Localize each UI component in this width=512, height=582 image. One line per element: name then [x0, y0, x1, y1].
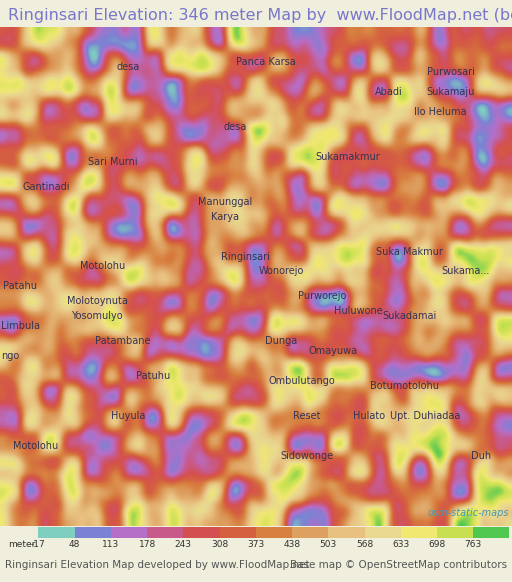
Text: Ombulutango: Ombulutango	[269, 376, 335, 386]
Text: Yosomulyo: Yosomulyo	[72, 311, 123, 321]
Text: Base map © OpenStreetMap contributors: Base map © OpenStreetMap contributors	[290, 559, 507, 570]
Text: Upt. Duhiadaa: Upt. Duhiadaa	[390, 411, 460, 421]
Text: Abadi: Abadi	[375, 87, 403, 97]
Text: Dunga: Dunga	[266, 336, 297, 346]
Text: desa: desa	[116, 62, 140, 72]
Bar	[183, 527, 220, 538]
Text: 243: 243	[175, 540, 192, 549]
Text: Manunggal: Manunggal	[198, 197, 252, 207]
Text: osm-static-maps: osm-static-maps	[428, 508, 509, 518]
Text: meter: meter	[9, 540, 36, 549]
Bar	[401, 527, 437, 538]
Bar	[256, 527, 292, 538]
Text: Limbula: Limbula	[1, 321, 40, 331]
Text: Huyula: Huyula	[111, 411, 145, 421]
Text: Huluwone: Huluwone	[334, 306, 383, 317]
Text: Hulato: Hulato	[353, 411, 385, 421]
Text: 568: 568	[356, 540, 373, 549]
Text: 698: 698	[429, 540, 445, 549]
Bar	[111, 527, 147, 538]
Text: desa: desa	[224, 122, 247, 132]
Text: 633: 633	[392, 540, 410, 549]
Text: 503: 503	[319, 540, 337, 549]
Bar	[38, 527, 75, 538]
Text: Motolohu: Motolohu	[13, 441, 58, 451]
Text: Suka Makmur: Suka Makmur	[376, 247, 443, 257]
Text: Ringinsari: Ringinsari	[221, 251, 270, 261]
Text: Sukadamai: Sukadamai	[382, 311, 437, 321]
Text: Motolohu: Motolohu	[80, 261, 125, 271]
Text: Omayuwa: Omayuwa	[308, 346, 357, 356]
Text: Sukamakmur: Sukamakmur	[316, 152, 380, 162]
Text: Duh: Duh	[471, 451, 492, 461]
Text: Panca Karsa: Panca Karsa	[237, 57, 296, 68]
Bar	[292, 527, 328, 538]
Text: Patuhu: Patuhu	[137, 371, 170, 381]
Text: Gantinadi: Gantinadi	[23, 182, 70, 192]
Bar	[473, 527, 509, 538]
Text: Ringinsari Elevation: 346 meter Map by  www.FloodMap.net (beta): Ringinsari Elevation: 346 meter Map by w…	[8, 8, 512, 23]
Text: Purworejo: Purworejo	[298, 292, 347, 301]
Text: Ilo Heluma: Ilo Heluma	[414, 107, 466, 117]
Text: Sari Murni: Sari Murni	[88, 157, 137, 167]
Bar	[147, 527, 183, 538]
Bar	[437, 527, 473, 538]
Text: Purwosari: Purwosari	[426, 67, 475, 77]
Text: -17: -17	[31, 540, 46, 549]
Text: Molotoynuta: Molotoynuta	[67, 296, 127, 306]
Text: Ringinsari Elevation Map developed by www.FloodMap.net: Ringinsari Elevation Map developed by ww…	[5, 559, 310, 570]
Text: 48: 48	[69, 540, 80, 549]
Bar	[365, 527, 401, 538]
Text: 113: 113	[102, 540, 119, 549]
Text: Wonorejo: Wonorejo	[259, 267, 304, 276]
Text: 763: 763	[464, 540, 482, 549]
Text: Botumotolohu: Botumotolohu	[370, 381, 439, 391]
Bar	[75, 527, 111, 538]
Text: ngo: ngo	[1, 351, 19, 361]
Text: Sukama...: Sukama...	[442, 267, 490, 276]
Bar	[328, 527, 365, 538]
Text: 308: 308	[211, 540, 228, 549]
Text: Sukamaju: Sukamaju	[426, 87, 475, 97]
Text: 438: 438	[284, 540, 301, 549]
Text: Karya: Karya	[211, 212, 239, 222]
Text: 178: 178	[138, 540, 156, 549]
Text: Reset: Reset	[293, 411, 321, 421]
Text: Sidowonge: Sidowonge	[281, 451, 334, 461]
Text: 373: 373	[247, 540, 264, 549]
Text: Patambane: Patambane	[95, 336, 151, 346]
Bar	[220, 527, 256, 538]
Text: Patahu: Patahu	[4, 282, 37, 292]
